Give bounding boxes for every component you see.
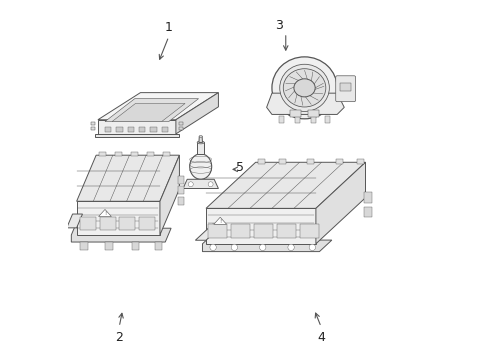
Circle shape — [288, 244, 294, 251]
Polygon shape — [183, 179, 219, 189]
Polygon shape — [316, 162, 366, 244]
Ellipse shape — [197, 141, 204, 144]
Polygon shape — [160, 155, 179, 235]
Bar — [364, 207, 371, 217]
Bar — [208, 224, 227, 238]
Bar — [254, 224, 273, 238]
Text: 2: 2 — [115, 331, 123, 344]
Ellipse shape — [280, 64, 329, 111]
Polygon shape — [267, 93, 344, 114]
Bar — [364, 192, 371, 203]
Bar — [179, 122, 183, 125]
Ellipse shape — [294, 79, 315, 97]
Polygon shape — [105, 99, 198, 122]
Polygon shape — [206, 208, 316, 244]
FancyBboxPatch shape — [336, 76, 356, 102]
Polygon shape — [176, 93, 219, 134]
Polygon shape — [67, 214, 82, 228]
Bar — [99, 152, 106, 156]
Bar — [279, 159, 286, 164]
Polygon shape — [214, 217, 226, 224]
Ellipse shape — [199, 135, 202, 137]
Bar — [105, 127, 111, 132]
Bar — [279, 116, 284, 123]
Bar — [139, 127, 146, 132]
Bar — [231, 224, 250, 238]
Bar — [357, 159, 364, 164]
Text: 1: 1 — [165, 21, 173, 34]
Bar — [116, 127, 122, 132]
Bar — [150, 127, 157, 132]
Ellipse shape — [283, 69, 326, 107]
Bar — [178, 186, 184, 194]
Polygon shape — [196, 224, 223, 240]
Bar — [131, 152, 138, 156]
Polygon shape — [112, 103, 185, 122]
Bar — [291, 110, 301, 117]
Bar — [147, 152, 154, 156]
Bar — [294, 116, 300, 123]
Bar — [128, 127, 134, 132]
Text: 3: 3 — [275, 19, 283, 32]
Bar — [340, 82, 351, 91]
Bar — [99, 217, 116, 230]
Ellipse shape — [272, 57, 337, 119]
Text: !: ! — [219, 219, 221, 224]
Bar — [178, 176, 184, 184]
Bar — [325, 116, 330, 123]
Polygon shape — [76, 201, 160, 235]
Bar — [277, 224, 296, 238]
Bar — [91, 122, 95, 125]
Circle shape — [188, 182, 193, 187]
Polygon shape — [206, 162, 366, 208]
Bar — [300, 224, 319, 238]
Polygon shape — [98, 93, 219, 120]
Bar — [91, 127, 95, 130]
Bar — [80, 217, 96, 230]
Bar — [162, 127, 168, 132]
Bar — [139, 217, 155, 230]
Bar — [178, 197, 184, 205]
Polygon shape — [76, 155, 179, 201]
Bar — [307, 159, 315, 164]
Bar — [132, 242, 139, 250]
Circle shape — [260, 244, 266, 251]
Bar — [80, 242, 88, 250]
Bar — [155, 242, 162, 250]
Text: !: ! — [104, 211, 106, 216]
Polygon shape — [199, 136, 202, 143]
Circle shape — [231, 244, 238, 251]
Bar — [179, 127, 183, 130]
Polygon shape — [98, 120, 176, 134]
Bar — [119, 217, 135, 230]
Bar — [308, 110, 318, 117]
Circle shape — [210, 244, 216, 251]
Polygon shape — [98, 210, 111, 216]
Bar — [258, 159, 265, 164]
Bar — [311, 116, 316, 123]
Ellipse shape — [190, 154, 212, 179]
Bar — [105, 242, 113, 250]
Circle shape — [309, 244, 316, 251]
Polygon shape — [202, 232, 332, 252]
Polygon shape — [72, 221, 171, 242]
Polygon shape — [95, 134, 179, 138]
Bar — [163, 152, 170, 156]
Bar — [115, 152, 122, 156]
Polygon shape — [197, 143, 204, 154]
Text: 5: 5 — [236, 161, 244, 174]
Bar — [336, 159, 343, 164]
Text: 4: 4 — [317, 331, 325, 344]
Circle shape — [208, 182, 213, 187]
